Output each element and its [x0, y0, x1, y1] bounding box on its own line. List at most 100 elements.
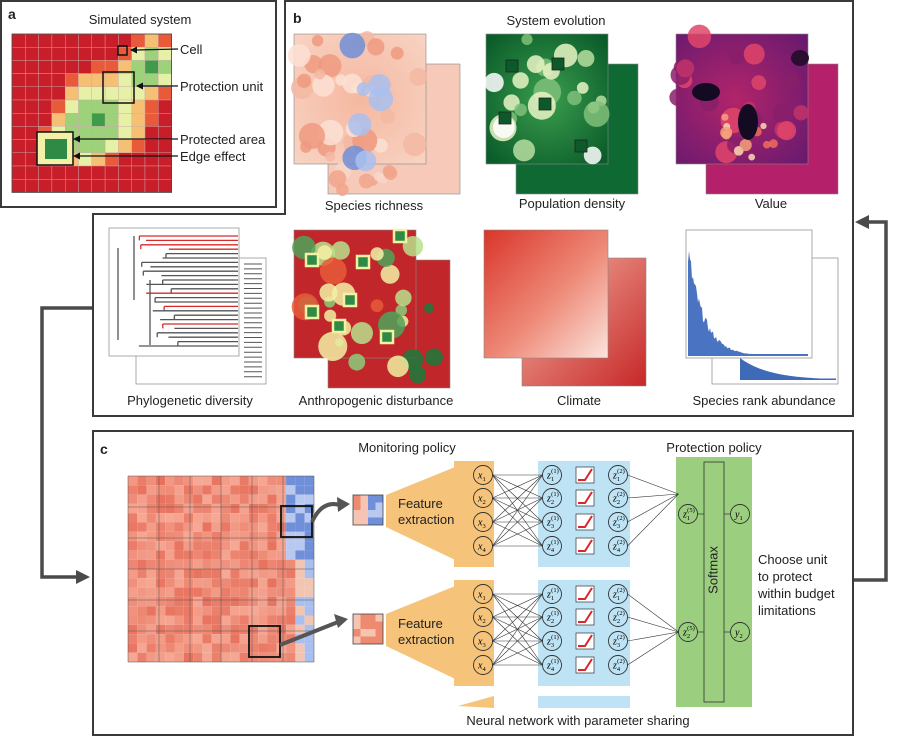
monitoring-cell — [295, 522, 305, 532]
extracted-patch — [352, 613, 384, 645]
monitoring-cell — [239, 494, 249, 504]
monitoring-cell — [295, 652, 305, 662]
monitoring-cell — [146, 550, 156, 560]
monitoring-cell — [183, 503, 194, 514]
monitoring-cell — [193, 596, 203, 607]
monitoring-cell — [128, 569, 138, 579]
monitoring-cell — [128, 513, 138, 523]
monitoring-cell — [183, 550, 194, 560]
monitoring-cell — [193, 569, 203, 579]
monitoring-cell — [146, 624, 156, 635]
monitoring-cell — [230, 476, 240, 486]
monitoring-cell — [258, 522, 268, 532]
simulated-system-grid — [11, 33, 179, 193]
monitoring-cell — [221, 541, 231, 551]
monitoring-cell — [174, 531, 184, 542]
monitoring-cell — [248, 587, 259, 597]
monitoring-cell — [155, 485, 166, 495]
activation-icon — [575, 608, 595, 626]
activation-icon — [575, 489, 595, 507]
monitoring-cell — [304, 643, 314, 653]
monitoring-cell — [286, 485, 296, 495]
monitoring-cell — [193, 634, 203, 644]
monitoring-cell — [295, 513, 305, 523]
panel-b-label: b — [293, 10, 302, 26]
monitoring-cell — [155, 596, 166, 607]
monitoring-cell — [267, 550, 277, 560]
monitoring-cell — [267, 569, 277, 579]
monitoring-cell — [239, 513, 249, 523]
monitoring-cell — [221, 652, 231, 662]
monitoring-cell — [193, 615, 203, 625]
monitoring-cell — [174, 643, 184, 653]
monitoring-cell — [258, 596, 268, 607]
grid-border — [11, 33, 173, 193]
feature-extraction-bottom-line1: Feature — [398, 616, 443, 631]
monitoring-cell — [193, 550, 203, 560]
nn-connection — [627, 616, 679, 633]
monitoring-cell — [239, 643, 249, 653]
monitoring-cell — [146, 596, 156, 607]
callout-cell: Cell — [180, 42, 203, 57]
monitoring-cell — [128, 643, 138, 653]
monitoring-cell — [155, 559, 166, 569]
monitoring-cell — [183, 615, 194, 625]
monitoring-cell — [183, 494, 194, 504]
monitoring-cell — [267, 503, 277, 514]
monitoring-cell — [165, 643, 175, 653]
nn-connection — [492, 593, 543, 666]
monitoring-cell — [155, 587, 166, 597]
monitoring-cell — [183, 624, 194, 635]
monitoring-cell — [137, 624, 147, 635]
monitoring-cell — [174, 503, 184, 514]
monitoring-cell — [295, 606, 305, 616]
nn-connection — [627, 493, 679, 547]
monitoring-cell — [221, 587, 231, 597]
monitoring-cell — [193, 606, 203, 616]
monitoring-cell — [128, 485, 138, 495]
monitoring-cell — [267, 559, 277, 569]
monitoring-cell — [295, 485, 305, 495]
monitoring-cell — [286, 476, 296, 486]
monitoring-cell — [193, 559, 203, 569]
monitoring-cell — [146, 513, 156, 523]
patch-arrow-top — [310, 502, 341, 523]
callout-arrowhead — [73, 152, 80, 160]
monitoring-cell — [155, 550, 166, 560]
monitoring-cell — [286, 559, 296, 569]
monitoring-cell — [239, 569, 249, 579]
monitoring-cell — [128, 541, 138, 551]
monitoring-cell — [295, 541, 305, 551]
monitoring-cell — [165, 522, 175, 532]
monitoring-cell — [128, 522, 138, 532]
monitoring-cell — [276, 494, 287, 504]
monitoring-cell — [202, 541, 212, 551]
output-node-label: y1 — [734, 510, 743, 523]
monitoring-cell — [202, 652, 212, 662]
protection-policy-block — [676, 457, 752, 707]
monitoring-cell — [230, 559, 240, 569]
monitoring-cell — [211, 476, 221, 486]
monitoring-cell — [211, 494, 221, 504]
monitoring-cell — [193, 485, 203, 495]
monitoring-cell — [211, 513, 221, 523]
monitoring-cell — [146, 578, 156, 588]
monitoring-cell — [248, 615, 259, 625]
monitoring-cell — [202, 643, 212, 653]
monitoring-cell — [174, 476, 184, 486]
callout-protection-unit: Protection unit — [180, 79, 264, 94]
activation-icon — [575, 537, 595, 555]
monitoring-cell — [165, 550, 175, 560]
monitoring-cell — [248, 550, 259, 560]
nn-connection — [492, 521, 543, 547]
monitoring-cell — [165, 559, 175, 569]
monitoring-cell — [137, 559, 147, 569]
monitoring-cell — [146, 522, 156, 532]
activation-icon — [575, 513, 595, 531]
monitoring-cell — [239, 531, 249, 542]
monitoring-cell — [211, 541, 221, 551]
monitoring-cell — [183, 587, 194, 597]
monitoring-cell — [295, 503, 305, 514]
input-node — [473, 465, 493, 485]
